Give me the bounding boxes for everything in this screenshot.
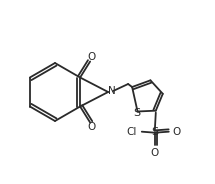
Text: O: O <box>151 148 159 158</box>
Text: O: O <box>87 52 95 61</box>
Text: Cl: Cl <box>127 127 137 137</box>
Text: O: O <box>87 123 95 132</box>
Text: S: S <box>133 109 140 118</box>
Text: O: O <box>173 127 181 137</box>
Text: S: S <box>151 127 158 137</box>
Text: N: N <box>108 86 116 96</box>
